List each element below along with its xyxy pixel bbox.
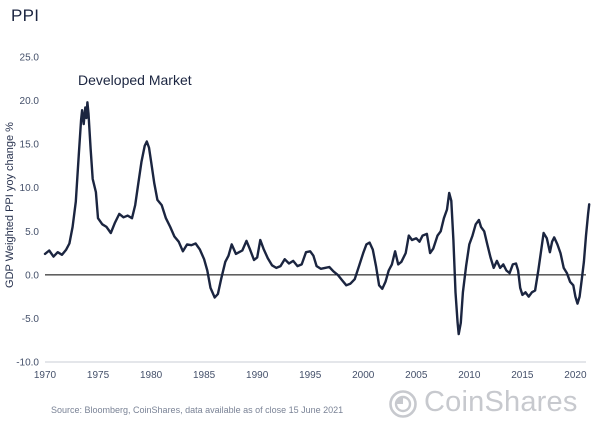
y-axis-ticks: 25.0 20.0 15.0 10.0 5.0 0.0 -5.0 -10.0 (16, 53, 39, 369)
x-axis-ticks: 1970 1975 1980 1985 1990 1995 2000 2005 2010 2015… (34, 370, 587, 381)
chart-annotation: Developed Market (78, 72, 192, 88)
y-tick-label: 15.0 (20, 140, 40, 151)
x-tick-label: 1990 (246, 370, 269, 381)
y-tick-label: -10.0 (16, 358, 39, 369)
x-tick-label: 1995 (299, 370, 322, 381)
y-tick-label: 25.0 (20, 53, 40, 64)
x-tick-label: 2015 (511, 370, 534, 381)
y-tick-label: 20.0 (20, 96, 40, 107)
x-tick-label: 2000 (352, 370, 375, 381)
x-tick-label: 1980 (140, 370, 163, 381)
x-tick-label: 1985 (193, 370, 216, 381)
coinshares-logo-icon (389, 390, 417, 418)
y-tick-label: -5.0 (22, 314, 40, 325)
coinshares-logo-text: CoinShares (424, 386, 578, 418)
y-tick-label: 0.0 (25, 270, 39, 281)
x-tick-label: 1975 (87, 370, 110, 381)
x-tick-label: 1970 (34, 370, 57, 381)
y-tick-label: 10.0 (20, 183, 40, 194)
source-note: Source: Bloomberg, CoinShares, data avai… (51, 405, 344, 415)
coinshares-logo: CoinShares (388, 386, 593, 420)
page-title: PPI (11, 6, 40, 25)
y-axis-title: GDP Weighted PPI yoy change % (4, 122, 16, 288)
x-tick-label: 2005 (405, 370, 428, 381)
series-line-developed-market (43, 101, 591, 336)
y-tick-label: 5.0 (25, 227, 39, 238)
x-tick-label: 2010 (458, 370, 481, 381)
x-tick-label: 2020 (564, 370, 587, 381)
